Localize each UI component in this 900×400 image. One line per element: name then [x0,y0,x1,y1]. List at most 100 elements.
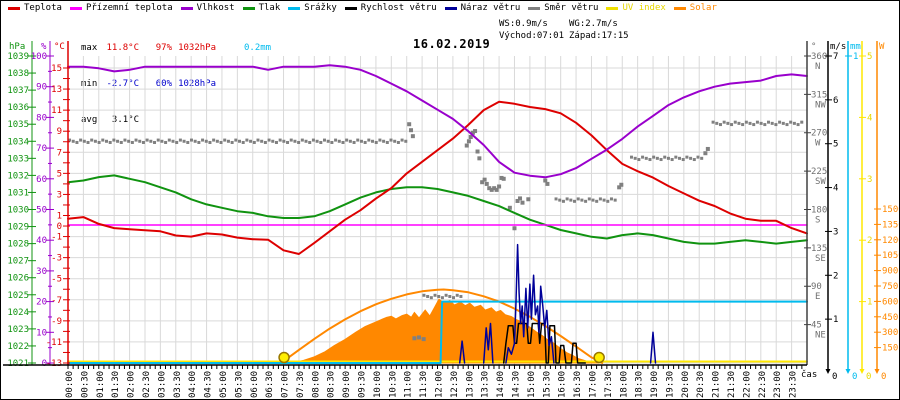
svg-text:08:00: 08:00 [311,371,321,398]
svg-text:20: 20 [36,298,47,308]
stats-avg-row: avg 3.1°C [81,114,271,126]
svg-text:N: N [815,62,820,72]
svg-text:4: 4 [867,113,872,123]
legend-label: Rychlost větru [360,3,437,13]
legend-label: Srážky [304,3,337,13]
chart-title: 16.02.2019 [413,37,491,51]
svg-text:-13: -13 [46,359,62,369]
svg-text:1: 1 [867,298,872,308]
svg-text:00:30: 00:30 [80,371,90,398]
svg-text:08:30: 08:30 [327,371,337,398]
gridlines [68,56,807,365]
svg-text:3: 3 [867,175,872,185]
svg-text:02:00: 02:00 [127,371,137,398]
svg-text:21:30: 21:30 [727,371,737,398]
svg-text:00:00: 00:00 [65,371,75,398]
svg-text:7: 7 [833,52,838,62]
max-label: max [81,43,98,53]
svg-text:-9: -9 [51,317,62,327]
legend-label: Vlhkost [196,3,235,13]
svg-text:5: 5 [833,140,838,150]
svg-text:20:30: 20:30 [696,371,706,398]
svg-text:1035: 1035 [7,120,29,130]
svg-text:30: 30 [36,267,47,277]
svg-text:01:00: 01:00 [96,371,106,398]
svg-text:18:30: 18:30 [635,371,645,398]
legend-item-6: Náraz větru [444,3,520,14]
svg-text:1039: 1039 [7,52,29,62]
min-temp: -2.7°C [106,79,139,89]
svg-text:7: 7 [57,148,62,158]
svg-text:450: 450 [882,313,898,323]
legend-item-2: Vlhkost [180,3,235,14]
svg-text:11: 11 [51,106,62,116]
svg-text:22:30: 22:30 [758,371,768,398]
stats-min-row: min -2.7°C 60% 1028hPa [81,78,271,90]
svg-text:17:30: 17:30 [604,371,614,398]
svg-text:17:00: 17:00 [588,371,598,398]
svg-text:E: E [815,292,820,302]
svg-text:%: % [41,42,47,52]
svg-text:°C: °C [54,42,65,52]
svg-text:1028: 1028 [7,240,29,250]
svg-text:hPa: hPa [9,42,25,52]
legend-swatch [8,7,20,10]
svg-text:5: 5 [867,52,872,62]
svg-text:100: 100 [31,52,47,62]
wind-gust-stat: WG:2.7m/s [569,19,618,29]
svg-text:1036: 1036 [7,103,29,113]
svg-text:90: 90 [36,83,47,93]
legend-label: Přízemní teplota [85,3,173,13]
wind-dir-series [68,120,804,342]
svg-text:15:30: 15:30 [542,371,552,398]
svg-text:1: 1 [57,211,62,221]
svg-text:21:00: 21:00 [712,371,722,398]
svg-text:SW: SW [815,177,826,187]
humidity-series [67,64,808,179]
svg-text:20:00: 20:00 [681,371,691,398]
svg-text:225: 225 [811,167,827,177]
svg-text:03:00: 03:00 [157,371,167,398]
svg-text:05:30: 05:30 [234,371,244,398]
precip-total: 0.2mm [244,43,272,53]
svg-text:10:00: 10:00 [373,371,383,398]
stats-max-row: max 11.8°C 97% 1032hPa 0.2mm [81,42,271,54]
legend-item-4: Srážky [288,3,337,14]
max-pressure: 1032hPa [178,43,216,53]
svg-text:°: ° [811,42,816,52]
legend-item-7: Směr větru [528,3,598,14]
svg-text:NE: NE [815,331,826,341]
svg-text:4: 4 [833,184,838,194]
svg-text:70: 70 [36,144,47,154]
svg-text:09:00: 09:00 [342,371,352,398]
svg-text:03:30: 03:30 [173,371,183,398]
solar-area-series [288,298,600,364]
legend-swatch [288,7,301,10]
svg-text:W: W [879,42,885,52]
svg-text:3: 3 [57,190,62,200]
svg-text:1038: 1038 [7,69,29,79]
svg-text:2: 2 [867,236,872,246]
svg-text:1037: 1037 [7,86,29,96]
svg-text:2: 2 [833,271,838,281]
svg-text:mm: mm [850,42,861,52]
svg-text:-7: -7 [51,296,62,306]
svg-text:1022: 1022 [7,342,29,352]
svg-text:02:30: 02:30 [142,371,152,398]
svg-text:23:30: 23:30 [789,371,799,398]
svg-text:SE: SE [815,254,826,264]
svg-text:1031: 1031 [7,188,29,198]
legend-label: UV index [622,3,666,13]
svg-text:15:00: 15:00 [527,371,537,398]
svg-text:-1: -1 [51,233,62,243]
svg-text:180: 180 [811,205,827,215]
sun-row: Východ:07:01 Západ:17:15 [499,30,629,42]
svg-text:W: W [815,139,821,149]
time-axis-label: čas [801,370,818,380]
svg-text:1: 1 [853,52,858,62]
svg-text:1032: 1032 [7,171,29,181]
legend-label: Tlak [258,3,281,13]
legend-item-8: UV index [606,3,666,14]
max-temp: 11.8°C [106,43,139,53]
